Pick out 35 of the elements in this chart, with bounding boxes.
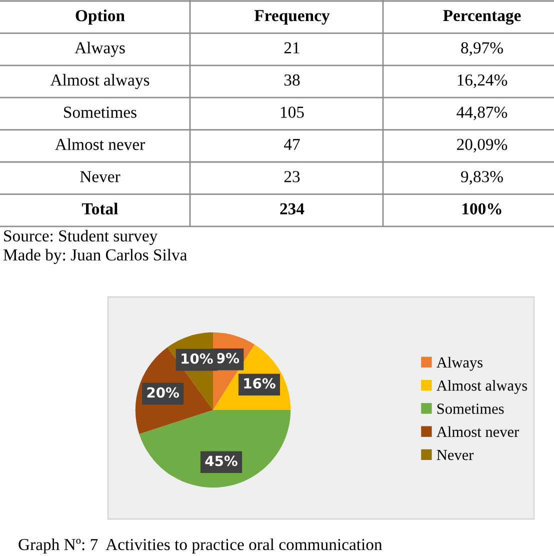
pie-slice [139,410,291,488]
text: 20,09% [457,138,508,152]
legend-label: Almost never [436,426,519,438]
data-label: 9% [216,352,240,364]
text: 234 [280,203,304,214]
text: 105 [280,106,304,118]
text: Graph Nº: 7 Activities to practice oral communication [18,538,382,554]
category-label: Total [82,202,118,214]
category-label: Never [80,171,120,182]
legend-label: Always [436,356,483,371]
category-label: Sometimes [64,106,136,118]
legend-label: Almost always [436,380,528,394]
text: 16,24% [458,74,508,88]
text: 47 [284,138,300,150]
text: 21 [284,42,300,54]
category-label: Always [74,42,125,57]
legend-label: Never [436,450,474,460]
data-label: 10% [182,353,213,364]
text: 44,87% [456,106,508,120]
text: 100% [462,203,502,215]
category-label: Almost never [55,138,145,150]
text: 8,97% [461,42,503,56]
text: 23 [284,171,300,182]
category-label: Percentage [443,10,521,25]
source-note: Source: Student survey [4,230,158,245]
text: 38 [284,74,300,86]
text: 9,83% [461,171,503,185]
category-label: Option [76,10,125,25]
data-label: 16% [244,378,276,389]
category-label: Frequency [254,10,330,25]
text: Made by: Juan Carlos Silva [3,248,188,264]
legend-label: Sometimes [437,404,504,414]
data-label: 20% [147,387,179,398]
category-label: Almost always [50,74,150,90]
data-label: 45% [205,456,238,466]
